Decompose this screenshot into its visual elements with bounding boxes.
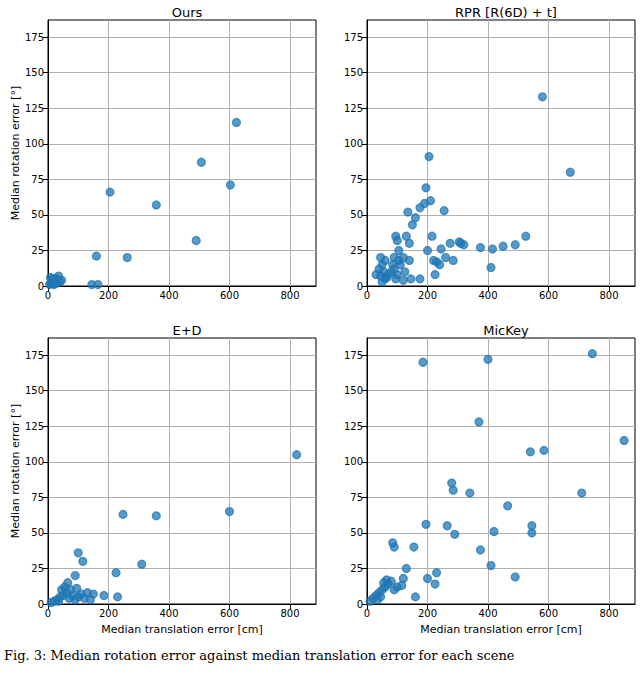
svg-text:400: 400: [478, 608, 497, 619]
svg-text:800: 800: [280, 290, 299, 301]
svg-text:800: 800: [599, 608, 618, 619]
svg-text:50: 50: [350, 527, 363, 538]
svg-text:25: 25: [350, 563, 363, 574]
svg-text:Median rotation error [°]: Median rotation error [°]: [9, 86, 22, 220]
svg-text:100: 100: [344, 456, 363, 467]
svg-text:150: 150: [25, 67, 44, 78]
svg-text:25: 25: [31, 245, 44, 256]
svg-text:Median translation error [cm]: Median translation error [cm]: [420, 623, 582, 636]
svg-text:0: 0: [357, 281, 363, 292]
svg-text:400: 400: [159, 290, 178, 301]
svg-text:200: 200: [99, 290, 118, 301]
svg-text:0: 0: [364, 608, 370, 619]
svg-text:800: 800: [599, 290, 618, 301]
svg-text:0: 0: [364, 290, 370, 301]
svg-text:175: 175: [344, 350, 363, 361]
svg-text:0: 0: [38, 281, 44, 292]
svg-text:175: 175: [25, 32, 44, 43]
svg-text:600: 600: [539, 290, 558, 301]
svg-text:0: 0: [45, 290, 51, 301]
svg-text:25: 25: [31, 563, 44, 574]
svg-text:600: 600: [220, 290, 239, 301]
svg-text:175: 175: [344, 32, 363, 43]
svg-text:Median translation error [cm]: Median translation error [cm]: [101, 623, 263, 636]
svg-text:175: 175: [25, 350, 44, 361]
svg-text:125: 125: [25, 103, 44, 114]
svg-text:50: 50: [31, 527, 44, 538]
svg-text:100: 100: [344, 138, 363, 149]
svg-text:100: 100: [25, 138, 44, 149]
svg-text:125: 125: [344, 103, 363, 114]
svg-text:125: 125: [25, 421, 44, 432]
svg-text:600: 600: [539, 608, 558, 619]
svg-text:50: 50: [31, 209, 44, 220]
svg-text:RPR [R(6D) + t]: RPR [R(6D) + t]: [455, 5, 557, 20]
svg-text:400: 400: [159, 608, 178, 619]
svg-text:E+D: E+D: [172, 323, 201, 338]
svg-text:0: 0: [45, 608, 51, 619]
svg-text:150: 150: [344, 385, 363, 396]
svg-text:75: 75: [31, 492, 44, 503]
svg-text:75: 75: [350, 492, 363, 503]
svg-text:125: 125: [344, 421, 363, 432]
svg-text:50: 50: [350, 209, 363, 220]
svg-text:800: 800: [280, 608, 299, 619]
svg-text:200: 200: [418, 290, 437, 301]
svg-text:Ours: Ours: [172, 5, 203, 20]
svg-text:100: 100: [25, 456, 44, 467]
svg-text:Median rotation error [°]: Median rotation error [°]: [9, 404, 22, 538]
svg-text:75: 75: [31, 174, 44, 185]
svg-text:600: 600: [220, 608, 239, 619]
html-text:Fig. 3: Median rotation error: Fig. 3: Median rotation error against me…: [4, 648, 515, 663]
svg-text:75: 75: [350, 174, 363, 185]
svg-text:200: 200: [99, 608, 118, 619]
svg-text:400: 400: [478, 290, 497, 301]
svg-text:150: 150: [25, 385, 44, 396]
svg-text:200: 200: [418, 608, 437, 619]
svg-text:150: 150: [344, 67, 363, 78]
svg-text:25: 25: [350, 245, 363, 256]
svg-text:0: 0: [38, 599, 44, 610]
svg-text:MicKey: MicKey: [483, 323, 529, 338]
svg-text:0: 0: [357, 599, 363, 610]
